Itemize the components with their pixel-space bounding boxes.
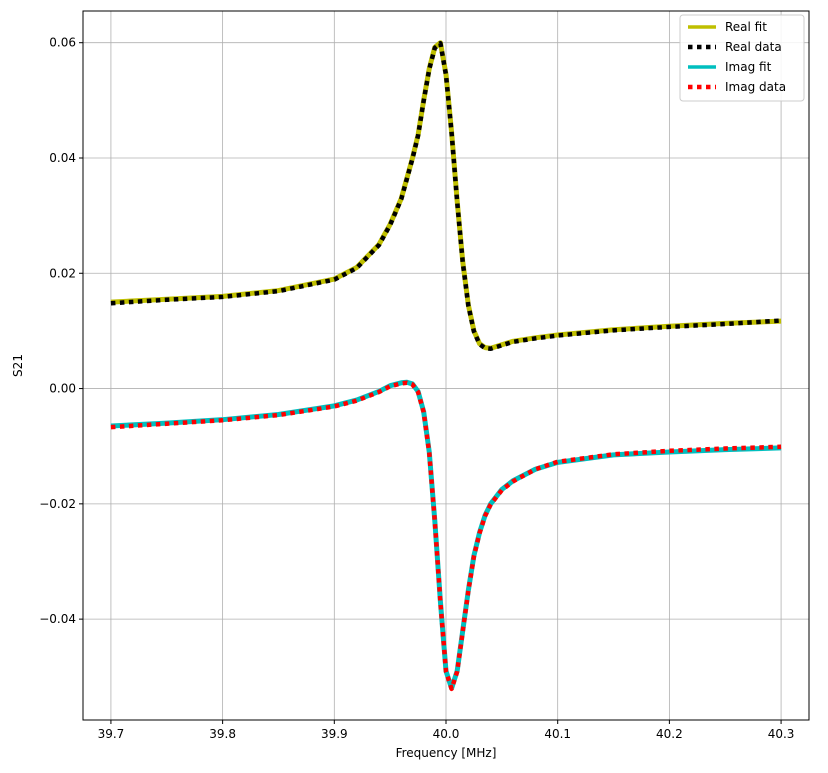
legend-label: Real fit xyxy=(725,20,767,34)
y-tick-label: 0.04 xyxy=(49,151,76,165)
x-axis: 39.7 39.8 39.9 40.0 40.1 40.2 40.3 xyxy=(98,720,795,741)
x-tick-label: 39.8 xyxy=(209,727,236,741)
series-line-imag-data xyxy=(110,380,782,692)
legend-label: Imag data xyxy=(725,80,786,94)
y-tick-label: −0.02 xyxy=(39,497,76,511)
plot-area xyxy=(110,40,782,692)
legend-label: Imag fit xyxy=(725,60,772,74)
x-tick-label: 39.7 xyxy=(98,727,125,741)
y-tick-label: −0.04 xyxy=(39,612,76,626)
grid xyxy=(83,11,809,720)
y-tick-label: 0.00 xyxy=(49,382,76,396)
x-tick-label: 40.3 xyxy=(768,727,795,741)
x-tick-label: 39.9 xyxy=(321,727,348,741)
y-tick-label: 0.06 xyxy=(49,36,76,50)
x-tick-label: 40.1 xyxy=(544,727,571,741)
y-tick-label: 0.02 xyxy=(49,266,76,280)
legend-box xyxy=(679,14,805,102)
legend-label: Real data xyxy=(725,40,782,54)
legend: Real fit Real data Imag fit Imag data xyxy=(679,14,805,102)
y-axis: −0.04 −0.02 0.00 0.02 0.04 0.06 xyxy=(39,36,83,626)
x-tick-label: 40.0 xyxy=(433,727,460,741)
y-axis-label: S21 xyxy=(11,354,25,377)
x-axis-label: Frequency [MHz] xyxy=(396,746,497,760)
x-tick-label: 40.2 xyxy=(656,727,683,741)
